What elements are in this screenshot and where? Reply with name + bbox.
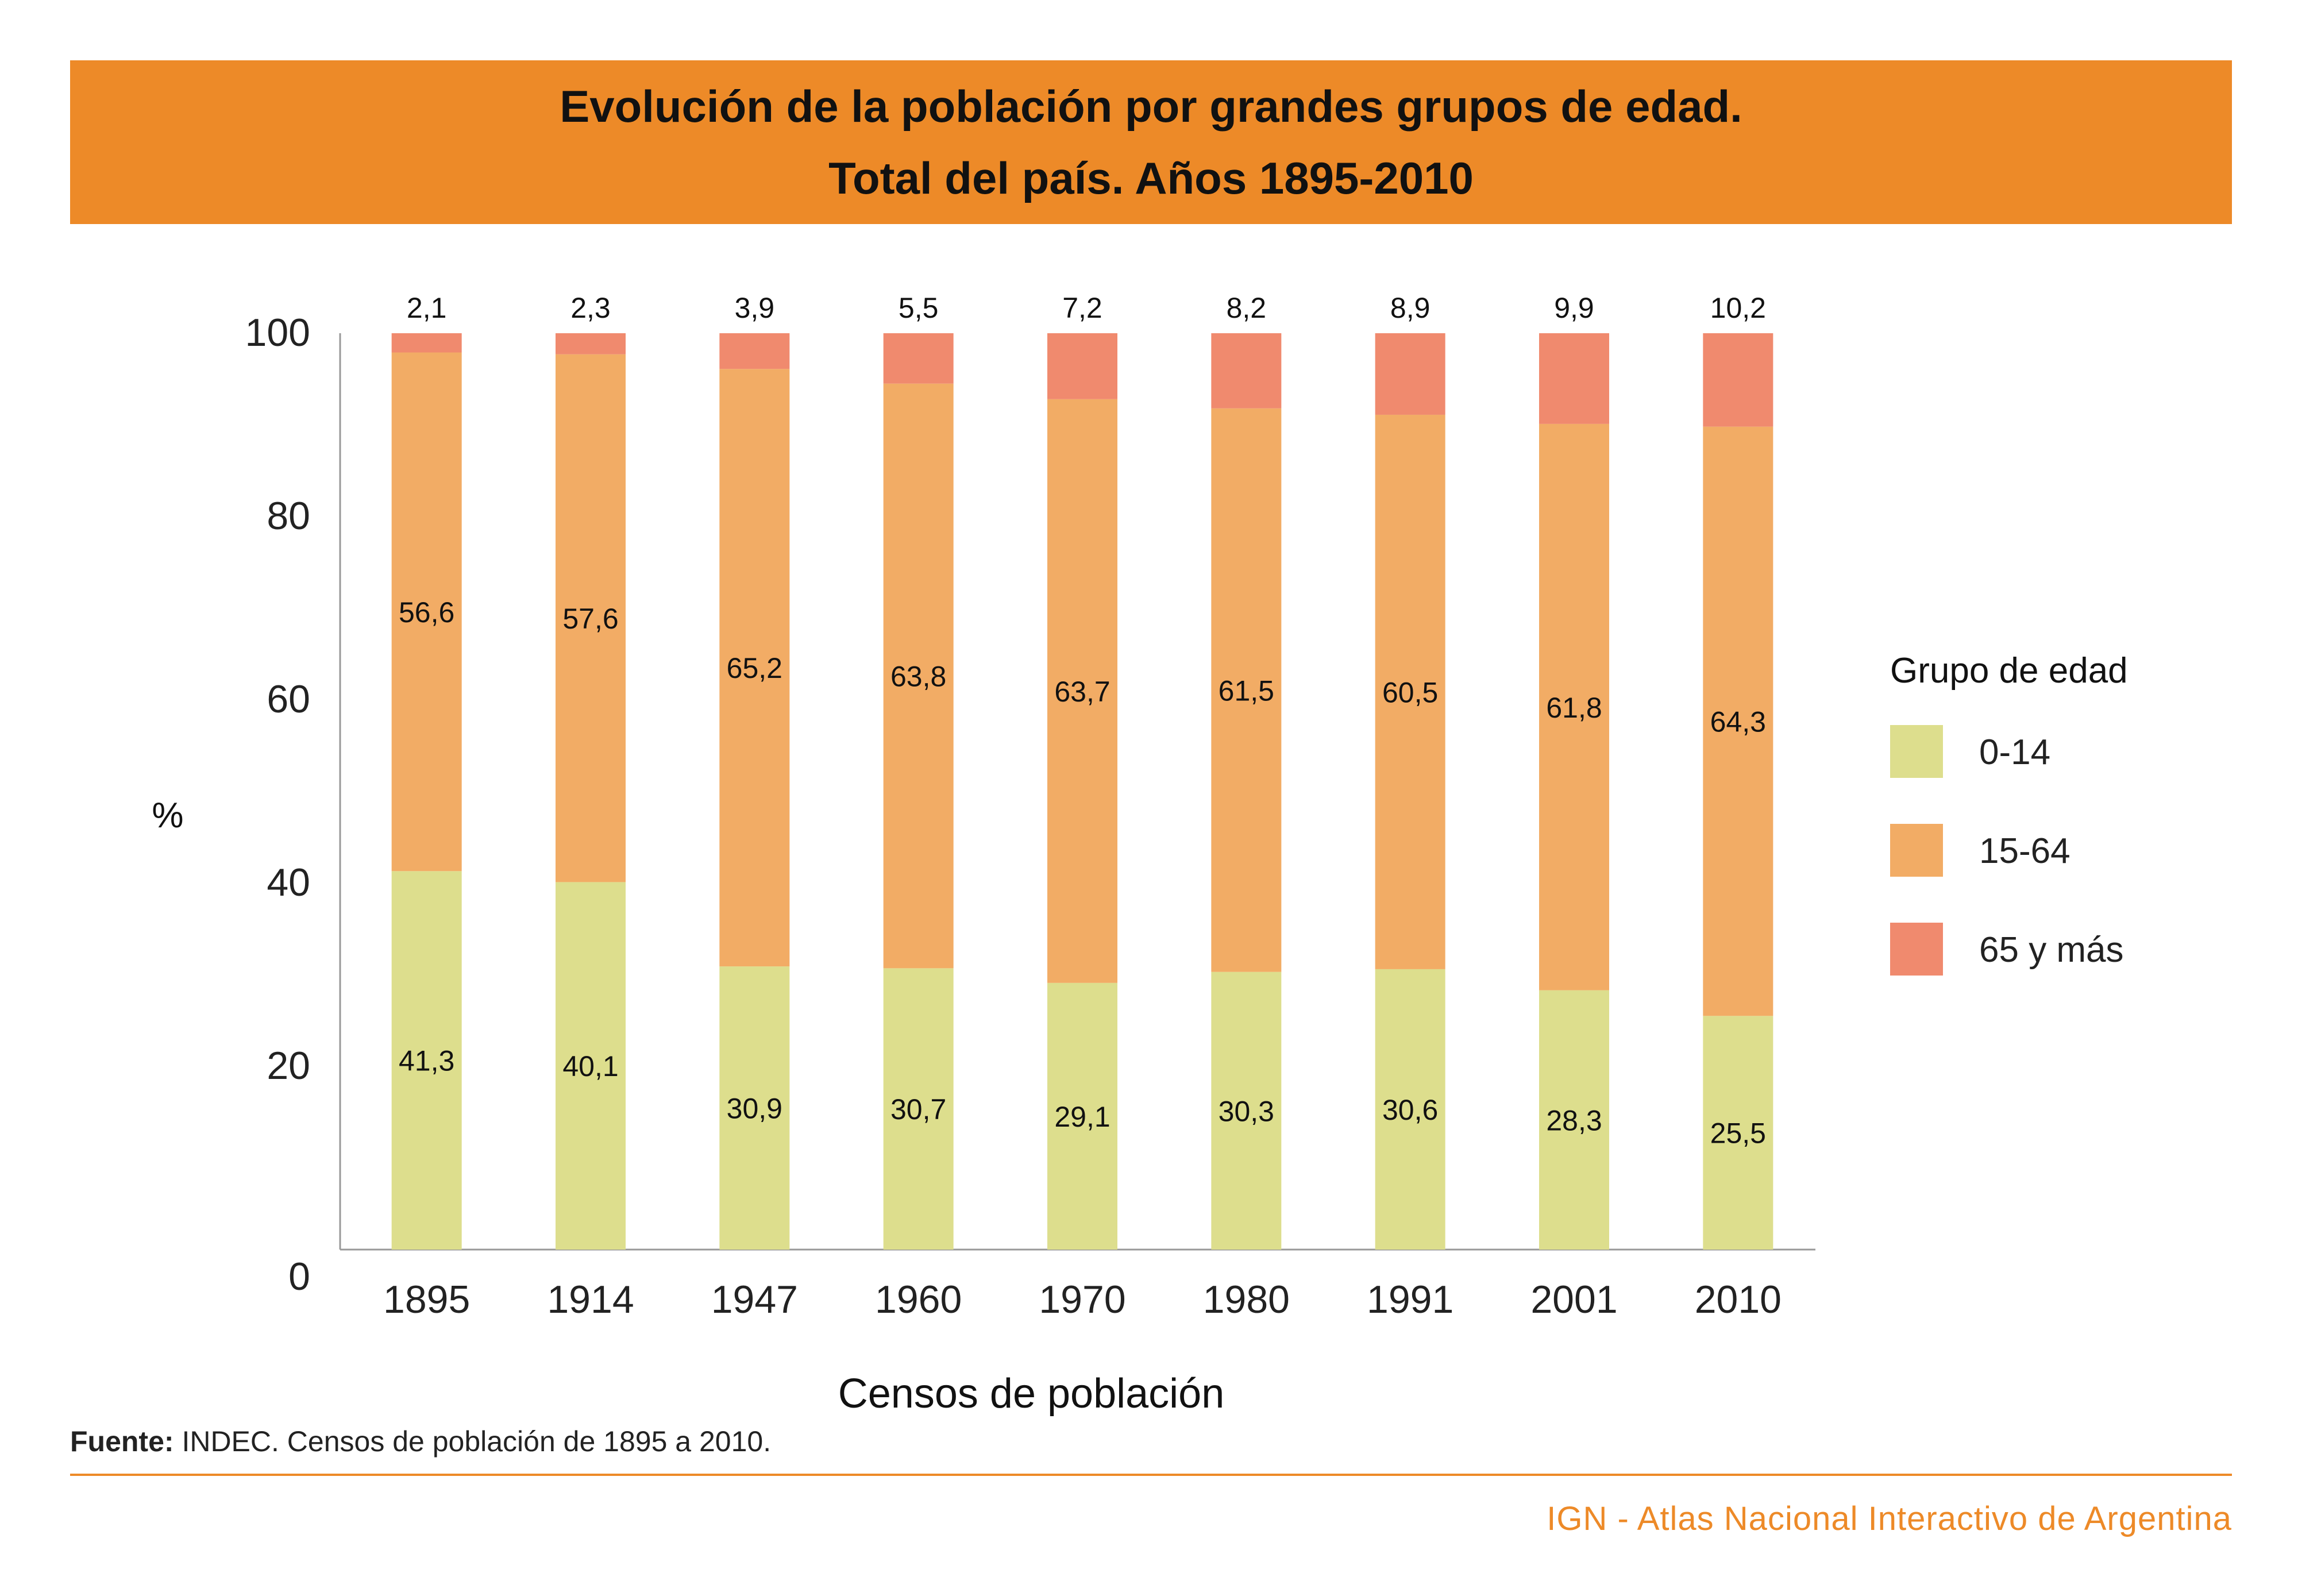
legend-swatch: [1890, 824, 1943, 877]
legend-title: Grupo de edad: [1890, 651, 2128, 691]
data-label: 2,1: [407, 292, 447, 324]
x-tick-label: 2010: [1695, 1278, 1782, 1321]
bar-segment-0-14: [719, 966, 790, 1250]
source-label: Fuente:: [70, 1425, 174, 1458]
bar-segment-65-y-más: [719, 333, 790, 369]
y-tick-label: 60: [267, 677, 310, 721]
data-label: 30,7: [890, 1093, 946, 1125]
chart-title-line-2: Total del país. Años 1895-2010: [828, 152, 1474, 203]
bar-segment-0-14: [1211, 972, 1282, 1250]
data-label: 61,8: [1546, 692, 1602, 724]
legend-label: 65 y más: [1979, 930, 2124, 970]
data-label: 30,3: [1219, 1095, 1274, 1127]
data-label: 65,2: [727, 652, 782, 684]
x-tick-label: 1970: [1039, 1278, 1125, 1321]
bar-segment-65-y-más: [556, 333, 626, 354]
title-banner: Evolución de la población por grandes gr…: [70, 60, 2232, 224]
bar-segment-65-y-más: [1211, 333, 1282, 408]
bar-segment-65-y-más: [1375, 333, 1445, 415]
x-tick-label: 1980: [1203, 1278, 1290, 1321]
data-label: 63,7: [1054, 676, 1110, 708]
y-tick-label: 0: [288, 1255, 310, 1298]
bar-segment-15-64: [1703, 426, 1773, 1016]
bar-segment-0-14: [1703, 1016, 1773, 1250]
data-label: 64,3: [1710, 706, 1766, 738]
data-label: 9,9: [1554, 292, 1594, 324]
bar-segment-65-y-más: [1047, 333, 1117, 399]
x-tick-label: 1895: [383, 1278, 470, 1321]
x-tick-label: 2001: [1530, 1278, 1617, 1321]
x-tick-label: 1914: [547, 1278, 634, 1321]
bar-segment-15-64: [1539, 423, 1609, 990]
bar-segment-15-64: [556, 354, 626, 882]
data-label: 30,6: [1382, 1094, 1438, 1126]
data-label: 29,1: [1054, 1101, 1110, 1133]
bar-segment-0-14: [556, 882, 626, 1250]
data-label: 56,6: [399, 596, 454, 629]
data-label: 61,5: [1219, 674, 1274, 707]
y-tick-label: 100: [245, 311, 310, 354]
source-text: INDEC. Censos de población de 1895 a 201…: [173, 1425, 772, 1458]
bar-segment-15-64: [1047, 399, 1117, 983]
data-label: 8,2: [1227, 292, 1267, 324]
bar-segment-15-64: [719, 369, 790, 967]
data-label: 2,3: [570, 292, 611, 324]
bar-segment-0-14: [1539, 990, 1609, 1250]
bar-segment-65-y-más: [391, 333, 462, 353]
source-note: Fuente: INDEC. Censos de población de 18…: [70, 1425, 771, 1458]
footer-credit: IGN - Atlas Nacional Interactivo de Arge…: [1547, 1500, 2232, 1537]
x-tick-label: 1991: [1367, 1278, 1453, 1321]
legend-label: 15-64: [1979, 831, 2070, 871]
bar-segment-65-y-más: [883, 333, 954, 384]
data-label: 41,3: [399, 1045, 454, 1077]
data-label: 10,2: [1710, 292, 1766, 324]
bar-segment-15-64: [391, 352, 462, 872]
data-label: 3,9: [735, 292, 775, 324]
y-tick-label: 20: [267, 1044, 310, 1088]
chart-title-line-1: Evolución de la población por grandes gr…: [560, 80, 1742, 132]
bar-segment-0-14: [391, 871, 462, 1250]
legend-swatch: [1890, 923, 1943, 976]
data-label: 5,5: [899, 292, 939, 324]
data-label: 63,8: [890, 661, 946, 693]
y-tick-label: 80: [267, 494, 310, 538]
data-label: 40,1: [562, 1050, 618, 1082]
footer-divider: [70, 1474, 2232, 1476]
bar-segment-15-64: [883, 383, 954, 969]
bar-segment-15-64: [1211, 408, 1282, 972]
data-label: 28,3: [1546, 1104, 1602, 1136]
legend-swatch: [1890, 725, 1943, 778]
stacked-bar-chart: 0 20 40 60 80 100% 41,3 56,6 2,1 1895 40,1 57,6 2,3 1…: [152, 292, 2128, 1417]
data-label: 60,5: [1382, 676, 1438, 708]
bar-segment-0-14: [1375, 969, 1445, 1250]
data-label: 57,6: [562, 603, 618, 635]
x-axis-label: Censos de población: [838, 1371, 1224, 1417]
data-label: 25,5: [1710, 1117, 1766, 1150]
data-label: 8,9: [1390, 292, 1431, 324]
bar-segment-15-64: [1375, 414, 1445, 969]
y-axis-label: %: [152, 796, 183, 835]
bar-segment-0-14: [1047, 982, 1117, 1250]
legend-label: 0-14: [1979, 733, 2050, 772]
y-tick-label: 40: [267, 861, 310, 904]
bar-segment-65-y-más: [1703, 333, 1773, 427]
data-label: 7,2: [1062, 292, 1102, 324]
x-tick-label: 1947: [711, 1278, 798, 1321]
x-tick-label: 1960: [875, 1278, 962, 1321]
data-label: 30,9: [727, 1093, 782, 1125]
bar-segment-0-14: [883, 968, 954, 1250]
bar-segment-65-y-más: [1539, 333, 1609, 424]
